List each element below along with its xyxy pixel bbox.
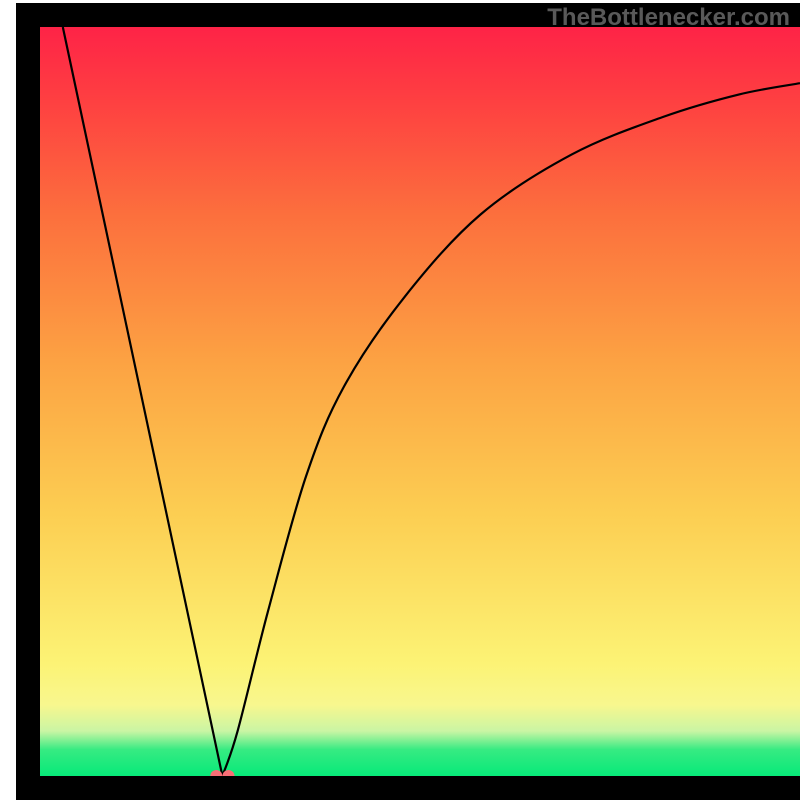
x-axis	[16, 776, 800, 800]
chart-root: TheBottlenecker.com	[0, 0, 800, 800]
chart-svg	[0, 0, 800, 800]
frame-top	[16, 3, 800, 27]
y-axis	[16, 3, 40, 800]
gradient-background	[40, 27, 800, 776]
